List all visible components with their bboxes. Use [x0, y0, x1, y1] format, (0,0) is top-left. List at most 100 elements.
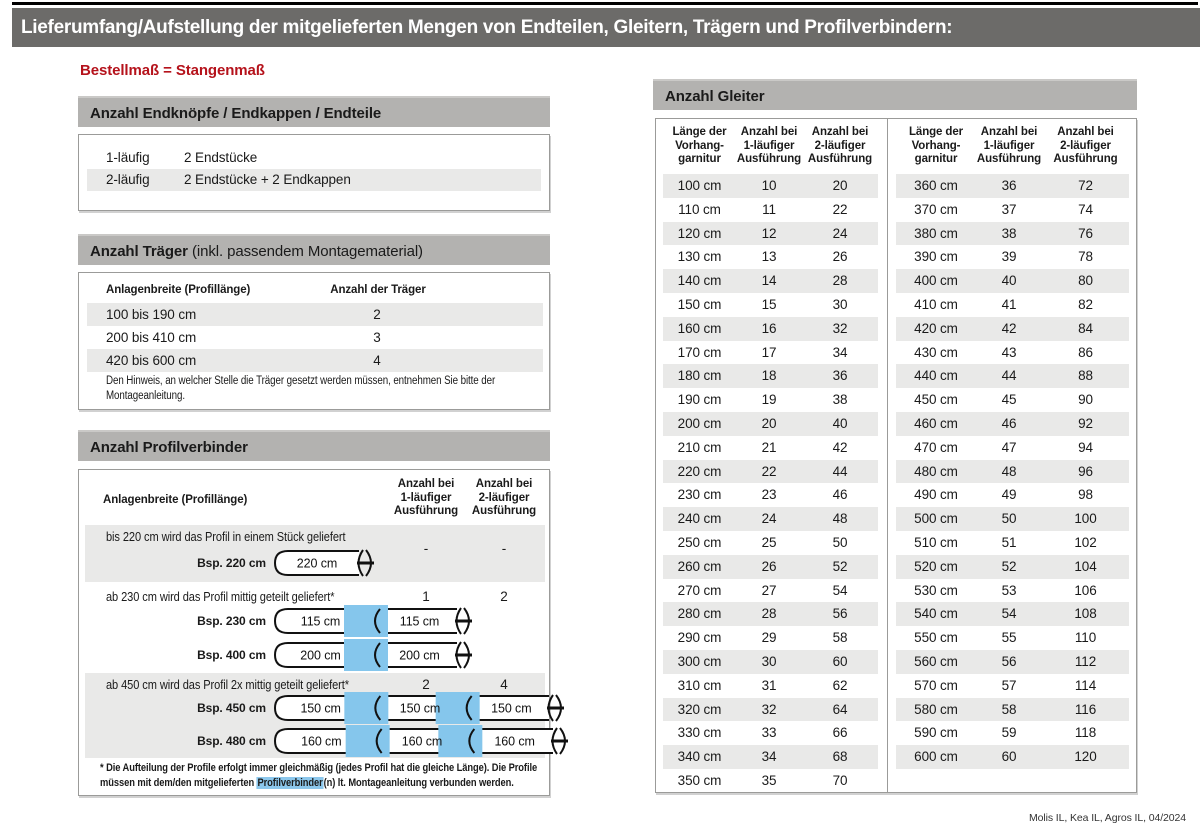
column-header-line: Ausführung	[736, 153, 802, 165]
count-2run-cell: 102	[1074, 534, 1097, 550]
profile-connector	[344, 639, 388, 671]
pv-value-1run: 2	[422, 677, 430, 692]
profilverbinder-box: Anlagenbreite (Profillänge) Anzahl bei 1…	[78, 469, 568, 796]
column-header-line: Anzahl bei	[740, 126, 798, 138]
length-cell: 400 cm	[914, 273, 958, 289]
segment-length-label: 150 cm	[400, 702, 440, 716]
table-row: 530 cm 53 106	[896, 579, 1129, 603]
count-1run-cell: 28	[761, 606, 777, 622]
column-header-line: Länge der	[672, 126, 727, 138]
profile-rod-svg: 150 cm 150 cm 150 cm	[273, 692, 564, 724]
pv-footnote-highlight: Profilverbinder	[256, 777, 324, 789]
rod-example-label: Bsp. 230 cm	[197, 614, 266, 628]
footer-product-codes: Molis IL, Kea IL, Agros IL, 04/2024	[1028, 812, 1186, 824]
length-cell: 120 cm	[677, 225, 722, 241]
gleiter-left-header: Länge der Vorhang-garnitur Anzahl bei 1-läu…	[663, 126, 878, 167]
count-1run-cell: 23	[761, 487, 777, 503]
table-row: 580 cm 58 116	[896, 697, 1129, 722]
profile-connector	[345, 725, 390, 757]
count-2run-cell: 34	[832, 344, 848, 360]
table-row: 300 cm 30 60	[663, 649, 878, 674]
profile-connector	[344, 692, 389, 724]
pv-col2-line: Ausführung	[393, 505, 459, 517]
table-row: 510 cm 51 102	[896, 531, 1129, 555]
segment-length-label: 160 cm	[301, 735, 341, 749]
column-header-line: 2-läufiger	[814, 139, 866, 152]
length-cell: 340 cm	[677, 749, 722, 765]
table-row: 540 cm 54 108	[896, 602, 1129, 627]
length-cell: 580 cm	[914, 701, 958, 717]
table-row: 190 cm 19 38	[663, 388, 878, 412]
count-2run-cell: 36	[832, 368, 848, 384]
length-cell: 520 cm	[914, 558, 958, 574]
count-1run-cell: 41	[1001, 296, 1017, 312]
length-cell: 170 cm	[677, 344, 722, 360]
count-2run-cell: 120	[1074, 749, 1097, 765]
length-cell: 140 cm	[677, 273, 722, 289]
count-1run-cell: 49	[1001, 487, 1017, 503]
length-cell: 180 cm	[677, 368, 722, 384]
count-2run-cell: 58	[832, 630, 848, 646]
count-2run-cell: 62	[832, 677, 848, 693]
pv-row-title: ab 450 cm wird das Profil 2x mittig gete…	[106, 677, 349, 692]
count-1run-cell: 59	[1001, 725, 1017, 741]
count-2run-cell: 108	[1074, 606, 1097, 622]
count-2run-cell: 40	[832, 415, 848, 431]
length-cell: 270 cm	[677, 582, 722, 598]
top-rule	[12, 2, 1198, 5]
gleiter-box: Länge der Vorhang-garnitur Anzahl bei 1-läu…	[655, 118, 1137, 793]
table-row: 570 cm 57 114	[896, 674, 1129, 698]
count-1run-cell: 31	[761, 677, 777, 693]
traeger-rows: 100 bis 190 cm 2 200 bis 410 cm 3 420 bis 60…	[87, 303, 543, 372]
count-2run-cell: 50	[832, 534, 848, 550]
gleiter-divider	[887, 119, 888, 792]
table-row: 1-läufig 2 Endstücke	[87, 147, 541, 169]
count-2run-cell: 110	[1074, 630, 1097, 646]
rod-diagram: Bsp. 230 cm 115 cm 115 cm	[100, 605, 477, 637]
section-header-endteile: Anzahl Endknöpfe / Endkappen / Endteile	[78, 96, 550, 127]
count-1run-cell: 51	[1001, 534, 1017, 550]
count-1run-cell: 42	[1001, 320, 1017, 336]
pv-value-2run: 2	[500, 589, 508, 604]
section-header-gleiter-label: Anzahl Gleiter	[665, 88, 765, 105]
table-row: 460 cm 46 92	[896, 411, 1129, 436]
profile-rod-svg: 200 cm 200 cm	[273, 639, 472, 671]
count-2run-cell: 42	[832, 439, 848, 455]
profile-connector	[438, 725, 483, 757]
rod-example-label: Bsp. 220 cm	[197, 556, 266, 570]
table-row: 130 cm 13 26	[663, 245, 878, 269]
bracket-count-cell: 4	[373, 353, 381, 368]
section-header-profilverbinder-label: Anzahl Profilverbinder	[90, 439, 248, 456]
count-1run-cell: 53	[1001, 582, 1017, 598]
count-2run-cell: 56	[832, 606, 848, 622]
table-row: 430 cm 43 86	[896, 341, 1129, 365]
count-1run-cell: 38	[1001, 225, 1017, 241]
count-1run-cell: 34	[761, 749, 777, 765]
table-row: 180 cm 18 36	[663, 364, 878, 389]
length-cell: 440 cm	[914, 368, 958, 384]
pv-col3-line: Anzahl bei	[475, 478, 533, 490]
rod-diagram: Bsp. 400 cm 200 cm 200 cm	[100, 639, 477, 671]
length-cell: 250 cm	[677, 534, 722, 550]
count-1run-cell: 37	[1001, 201, 1017, 217]
pv-footnote: * Die Aufteilung der Profile erfolgt imm…	[100, 761, 551, 791]
count-1run-cell: 20	[761, 415, 777, 431]
table-row: 240 cm 24 48	[663, 507, 878, 531]
length-cell: 420 cm	[914, 320, 958, 336]
table-row: 230 cm 23 46	[663, 483, 878, 507]
length-cell: 300 cm	[677, 653, 722, 669]
column-header-line: 1-läufiger	[743, 139, 795, 152]
length-cell: 560 cm	[914, 653, 958, 669]
bracket-count-cell: 2	[373, 307, 381, 322]
length-cell: 590 cm	[914, 725, 958, 741]
gleiter-left-rows: 100 cm 10 20 110 cm 11 22 120 cm 12 24 130 cm 13 26…	[663, 174, 878, 793]
endteile-rows: 1-läufig 2 Endstücke 2-läufig 2 Endstücke +…	[79, 135, 549, 191]
count-1run-cell: 44	[1001, 368, 1017, 384]
length-cell: 480 cm	[914, 463, 958, 479]
count-2run-cell: 84	[1078, 320, 1093, 336]
column-header: Anzahl bei 1-läufiger Ausführung	[736, 126, 802, 167]
segment-length-label: 160 cm	[494, 735, 534, 749]
count-2run-cell: 38	[832, 392, 848, 408]
section-header-traeger-bold: Anzahl Träger	[90, 243, 188, 260]
table-row: 100 bis 190 cm 2	[87, 303, 543, 326]
